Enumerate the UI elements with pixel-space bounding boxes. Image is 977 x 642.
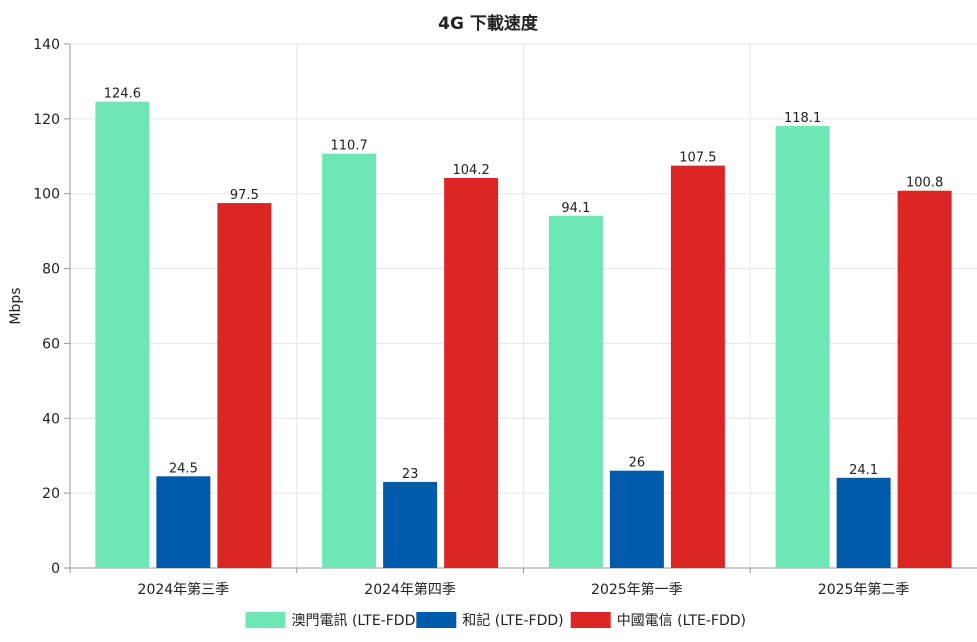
y-tick-label: 120 (33, 112, 60, 128)
bar[interactable] (836, 477, 891, 568)
y-tick-label: 0 (51, 561, 60, 577)
bar[interactable] (156, 476, 211, 568)
y-tick-label: 100 (33, 187, 60, 203)
y-tick-label: 40 (42, 411, 60, 427)
data-label: 110.7 (331, 139, 368, 154)
legend: 澳門電訊 (LTE-FDD) 和記 (LTE-FDD) 中國電信 (LTE-FDD) (245, 612, 746, 629)
legend-label[interactable]: 中國電信 (LTE-FDD) (617, 613, 746, 629)
data-label: 24.5 (169, 461, 198, 476)
bars (95, 101, 952, 569)
bar[interactable] (897, 190, 952, 568)
legend-swatch[interactable] (570, 612, 611, 628)
data-label: 124.6 (104, 87, 141, 102)
bar[interactable] (95, 101, 150, 568)
bar[interactable] (383, 481, 438, 568)
legend-label[interactable]: 澳門電訊 (LTE-FDD) (292, 613, 421, 629)
data-label: 97.5 (230, 188, 259, 203)
bar[interactable] (322, 153, 377, 568)
y-tick-label: 140 (33, 37, 60, 53)
legend-label[interactable]: 和記 (LTE-FDD) (462, 612, 563, 629)
bar[interactable] (548, 215, 603, 568)
axes: 0 20 40 60 80 100 120 140 2024年第三季 2024年第四季 2025年第… (33, 37, 977, 598)
x-tick-label: 2025年第一季 (591, 581, 683, 598)
bar[interactable] (609, 470, 664, 568)
bar[interactable] (775, 125, 830, 569)
data-label: 26 (629, 456, 646, 471)
y-tick-label: 60 (42, 336, 60, 352)
data-label: 24.1 (849, 463, 878, 478)
data-label: 104.2 (453, 163, 490, 178)
data-label: 118.1 (784, 111, 821, 126)
y-tick-label: 20 (42, 486, 60, 502)
chart-title: 4G 下載速度 (438, 13, 539, 34)
data-labels: 124.6 110.7 94.1 118.1 24.5 23 26 24.1 97.5 104.2… (104, 87, 943, 482)
legend-swatch[interactable] (245, 612, 286, 628)
data-label: 100.8 (906, 176, 943, 191)
legend-swatch[interactable] (416, 612, 457, 628)
y-axis-label: Mbps (8, 287, 24, 324)
data-label: 23 (402, 467, 419, 482)
x-tick-label: 2025年第二季 (818, 581, 910, 598)
bar[interactable] (217, 203, 272, 569)
data-label: 94.1 (561, 201, 590, 216)
x-tick-label: 2024年第三季 (138, 581, 230, 598)
bar[interactable] (670, 165, 725, 568)
x-tick-label: 2024年第四季 (364, 581, 456, 598)
bar[interactable] (444, 177, 499, 568)
data-label: 107.5 (679, 151, 716, 166)
y-tick-label: 80 (42, 262, 60, 278)
